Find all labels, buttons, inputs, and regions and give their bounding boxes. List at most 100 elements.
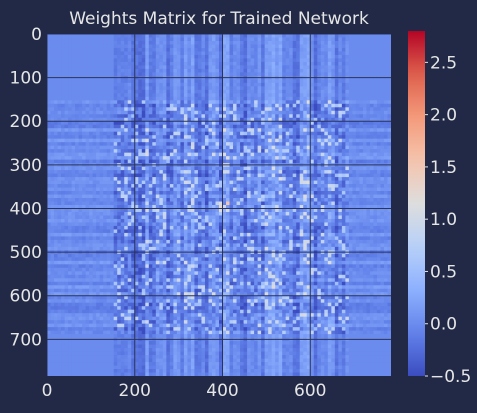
heatmap-cell (173, 51, 178, 56)
heatmap-cell (226, 93, 230, 98)
heatmap-cell (240, 47, 244, 52)
heatmap-cell (85, 170, 90, 174)
heatmap-cell (222, 114, 227, 119)
heatmap-cell (352, 128, 357, 133)
heatmap-cell (254, 110, 259, 115)
heatmap-cell (187, 61, 192, 66)
heatmap-cell (320, 96, 325, 101)
heatmap-cell (341, 68, 346, 73)
heatmap-cell (92, 149, 97, 154)
heatmap-cell (180, 100, 185, 105)
heatmap-cell (187, 194, 192, 199)
heatmap-cell (162, 187, 167, 192)
heatmap-cell (226, 110, 230, 115)
heatmap-cell (383, 152, 388, 157)
heatmap-cell (47, 159, 51, 164)
heatmap-cell (264, 170, 269, 174)
heatmap-cell (366, 131, 371, 136)
heatmap-cell (261, 103, 266, 108)
heatmap-cell (376, 103, 381, 108)
heatmap-cell (331, 114, 336, 119)
heatmap-cell (71, 44, 76, 49)
heatmap-cell (197, 54, 202, 59)
heatmap-cell (355, 100, 360, 105)
heatmap-cell (222, 40, 227, 45)
heatmap-cell (289, 173, 294, 178)
heatmap-cell (75, 96, 79, 101)
heatmap-cell (162, 121, 167, 126)
heatmap-cell (183, 96, 188, 101)
heatmap-cell (96, 124, 101, 129)
heatmap-cell (264, 96, 269, 101)
heatmap-cell (310, 152, 315, 157)
heatmap-cell (222, 124, 227, 129)
heatmap-cell (233, 208, 237, 213)
heatmap-cell (85, 107, 90, 112)
heatmap-cell (289, 44, 294, 49)
heatmap-cell (352, 93, 357, 98)
heatmap-cell (85, 114, 90, 119)
heatmap-cell (373, 173, 378, 178)
heatmap-cell (369, 145, 374, 150)
heatmap-cell (299, 89, 304, 94)
heatmap-cell (120, 194, 125, 199)
heatmap-cell (68, 54, 72, 59)
heatmap-cell (208, 65, 213, 70)
heatmap-cell (120, 100, 125, 105)
heatmap-cell (173, 89, 178, 94)
heatmap-cell (120, 96, 125, 101)
heatmap-cell (229, 135, 234, 140)
heatmap-cell (162, 149, 167, 154)
heatmap-cell (380, 107, 385, 112)
heatmap-cell (320, 34, 325, 38)
heatmap-cell (124, 114, 129, 119)
heatmap-cell (169, 138, 174, 143)
heatmap-cell (71, 201, 76, 206)
heatmap-cell (222, 47, 227, 52)
heatmap-cell (226, 114, 230, 119)
heatmap-cell (292, 65, 297, 70)
heatmap-cell (243, 131, 248, 136)
heatmap-cell (229, 68, 234, 73)
heatmap-cell (222, 135, 227, 140)
heatmap-cell (331, 198, 336, 202)
heatmap-cell (99, 156, 104, 161)
heatmap-cell (89, 124, 94, 129)
heatmap-cell (222, 131, 227, 136)
heatmap-cell (282, 117, 287, 122)
heatmap-cell (348, 61, 353, 66)
heatmap-cell (355, 68, 360, 73)
heatmap-cell (299, 177, 304, 181)
heatmap-cell (254, 124, 259, 129)
heatmap-cell (310, 201, 315, 206)
heatmap-cell (152, 198, 157, 202)
heatmap-cell (197, 37, 202, 42)
heatmap-cell (47, 100, 51, 105)
heatmap-cell (292, 170, 297, 174)
heatmap-cell (341, 114, 346, 119)
heatmap-cell (341, 93, 346, 98)
heatmap-cell (247, 187, 251, 192)
heatmap-cell (141, 142, 146, 147)
heatmap-cell (292, 58, 297, 63)
heatmap-cell (243, 205, 248, 209)
heatmap-cell (219, 86, 223, 91)
heatmap-cell (376, 208, 381, 213)
heatmap-cell (176, 47, 181, 52)
heatmap-cell (229, 128, 234, 133)
heatmap-cell (366, 100, 371, 105)
heatmap-cell (278, 187, 283, 192)
heatmap-cell (183, 166, 188, 171)
heatmap-cell (310, 79, 315, 84)
heatmap-cell (96, 107, 101, 112)
heatmap-cell (226, 128, 230, 133)
heatmap-cell (113, 201, 118, 206)
heatmap-cell (376, 180, 381, 185)
heatmap-cell (96, 170, 101, 174)
heatmap-cell (99, 65, 104, 70)
heatmap-cell (317, 173, 322, 178)
heatmap-cell (306, 145, 311, 150)
heatmap-cell (310, 131, 315, 136)
heatmap-cell (299, 114, 304, 119)
heatmap-cell (380, 86, 385, 91)
